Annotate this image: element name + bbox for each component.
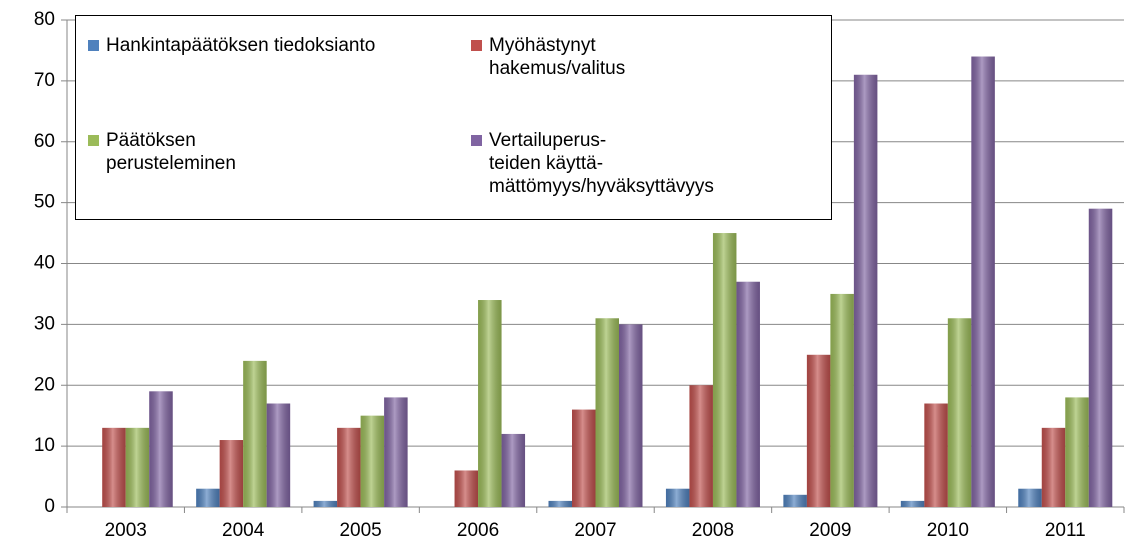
legend-entry: Päätöksen perusteleminen	[88, 129, 236, 175]
bar-shine	[149, 391, 173, 507]
bar-shine	[196, 488, 220, 507]
bar-shine	[619, 324, 643, 507]
bar-shine	[102, 427, 126, 507]
bar-shine	[313, 500, 338, 507]
bar-shine	[501, 433, 526, 507]
bar-shine	[1065, 397, 1089, 507]
y-tick-label: 10	[34, 435, 55, 456]
legend-label: Myöhästynyt hakemus/valitus	[489, 35, 626, 79]
bar-shine	[924, 403, 948, 507]
bar-shine	[900, 500, 925, 507]
bar-shine	[853, 74, 878, 507]
x-tick-label: 2010	[927, 520, 969, 541]
bar-shine	[266, 403, 291, 507]
x-tick-label: 2003	[105, 520, 147, 541]
bar-shine	[947, 318, 972, 507]
y-tick-label: 30	[34, 313, 55, 334]
legend-entry: Myöhästynyt hakemus/valitus	[471, 34, 625, 80]
bar-shine	[595, 318, 619, 507]
bar-shine	[1041, 427, 1066, 507]
y-tick-label: 50	[34, 192, 55, 213]
bar-shine	[1018, 488, 1042, 507]
bar-shine	[360, 415, 385, 507]
legend-label: Hankintapäätöksen tiedoksianto	[106, 35, 376, 56]
bar-shine	[806, 354, 831, 507]
bar-shine	[971, 56, 995, 508]
bar-shine	[125, 427, 150, 507]
legend-entry: Hankintapäätöksen tiedoksianto	[88, 34, 375, 57]
bar-shine	[736, 281, 760, 507]
y-tick-label: 0	[44, 496, 55, 517]
bar-shine	[572, 409, 596, 507]
bar-shine	[454, 470, 479, 507]
legend-label: Päätöksen perusteleminen	[106, 130, 236, 174]
legend-swatch	[88, 40, 99, 51]
x-tick-label: 2007	[574, 520, 616, 541]
legend: Hankintapäätöksen tiedoksianto Myöhästyny…	[75, 15, 832, 220]
bar-shine	[243, 360, 267, 507]
y-tick-label: 20	[34, 374, 55, 395]
y-tick-label: 80	[34, 9, 55, 30]
y-tick-label: 70	[34, 70, 55, 91]
legend-swatch	[471, 40, 482, 51]
bar-shine	[219, 440, 244, 507]
x-tick-label: 2008	[692, 520, 734, 541]
legend-label: Vertailuperus- teiden käyttä- mättömyys/…	[489, 130, 714, 197]
y-tick-label: 60	[34, 131, 55, 152]
x-tick-label: 2009	[809, 520, 851, 541]
bar-shine	[1088, 208, 1113, 507]
x-tick-label: 2004	[222, 520, 265, 541]
bar-shine	[689, 385, 713, 507]
legend-swatch	[471, 135, 482, 146]
bar-shine	[337, 427, 361, 507]
y-tick-label: 40	[34, 253, 55, 274]
bar-shine	[712, 233, 737, 507]
bar-shine	[384, 397, 408, 507]
bar-shine	[478, 300, 502, 507]
legend-entry: Vertailuperus- teiden käyttä- mättömyys/…	[471, 129, 714, 198]
bar-shine	[665, 488, 690, 507]
x-tick-label: 2005	[339, 520, 381, 541]
bar-shine	[830, 293, 854, 507]
bar-shine	[548, 500, 572, 507]
legend-swatch	[88, 135, 99, 146]
bar-shine	[783, 494, 807, 507]
x-tick-label: 2011	[1045, 520, 1086, 541]
x-tick-label: 2006	[457, 520, 499, 541]
